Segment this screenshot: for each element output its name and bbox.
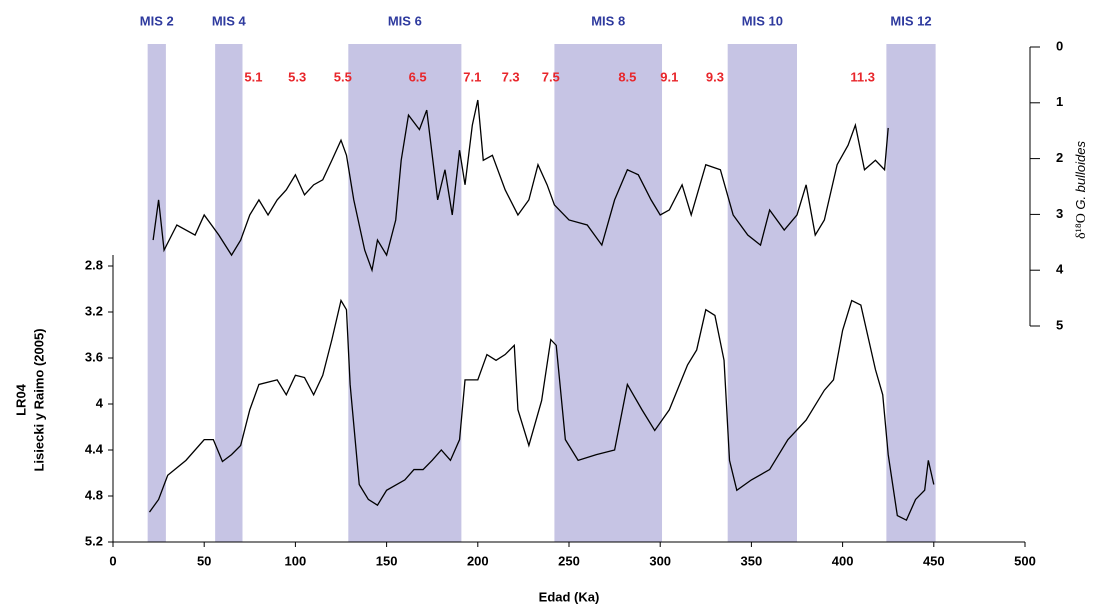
stage-label: 5.1 [244,69,262,84]
x-tick-label: 100 [285,553,307,568]
stage-label: 8.5 [618,69,636,84]
y-tick-label: 4.8 [85,487,103,502]
stage-label: 7.5 [542,69,560,84]
mis-label: MIS 12 [890,13,931,28]
x-tick-label: 0 [109,553,116,568]
stage-label: 7.3 [502,69,520,84]
y2-tick-label: 2 [1056,150,1063,165]
x-tick-label: 500 [1014,553,1036,568]
data-line [148,298,935,522]
y-tick-label: 5.2 [85,533,103,548]
x-tick-label: 150 [376,553,398,568]
stage-label: 5.5 [334,69,352,84]
x-tick-label: 50 [197,553,211,568]
y-axis-label: LR04 [13,383,28,416]
mis-label: MIS 8 [591,13,625,28]
data-line [152,99,889,273]
y-tick-label: 2.8 [85,257,103,272]
y2-axis-label: δ¹⁸O G. bulloides [1073,141,1089,239]
mis-label: MIS 2 [140,13,174,28]
mis-label: MIS 4 [212,13,247,28]
stage-label: 5.3 [288,69,306,84]
y-tick-label: 3.6 [85,349,103,364]
mis-band [554,44,663,542]
mis-label: MIS 6 [388,13,422,28]
stage-label: 9.1 [660,69,678,84]
x-tick-label: 400 [832,553,854,568]
x-tick-label: 350 [741,553,763,568]
y2-tick-label: 5 [1056,317,1063,332]
mis-band [727,44,797,542]
y-tick-label: 3.2 [85,303,103,318]
y2-label-part: δ¹⁸O [1074,213,1089,239]
mis-band [348,44,462,542]
y-axis-label: Lisiecki y Raimo (2005) [31,328,46,471]
y2-tick-label: 0 [1056,38,1063,53]
y2-tick-label: 4 [1056,262,1064,277]
x-tick-label: 300 [649,553,671,568]
mis-label: MIS 10 [742,13,783,28]
mis-band [215,44,243,542]
x-tick-label: 200 [467,553,489,568]
mis-band [886,44,936,542]
mis-band [147,44,166,542]
x-tick-label: 450 [923,553,945,568]
y-tick-label: 4 [96,395,104,410]
y2-tick-label: 1 [1056,94,1063,109]
x-tick-label: 250 [558,553,580,568]
stage-label: 7.1 [463,69,481,84]
stage-label: 6.5 [409,69,427,84]
y-tick-label: 4.4 [85,441,104,456]
stage-label: 9.3 [706,69,724,84]
y2-label-part: G. bulloides [1073,141,1088,210]
stage-label: 11.3 [850,69,875,84]
y2-tick-label: 3 [1056,206,1063,221]
x-axis-label: Edad (Ka) [539,589,600,604]
